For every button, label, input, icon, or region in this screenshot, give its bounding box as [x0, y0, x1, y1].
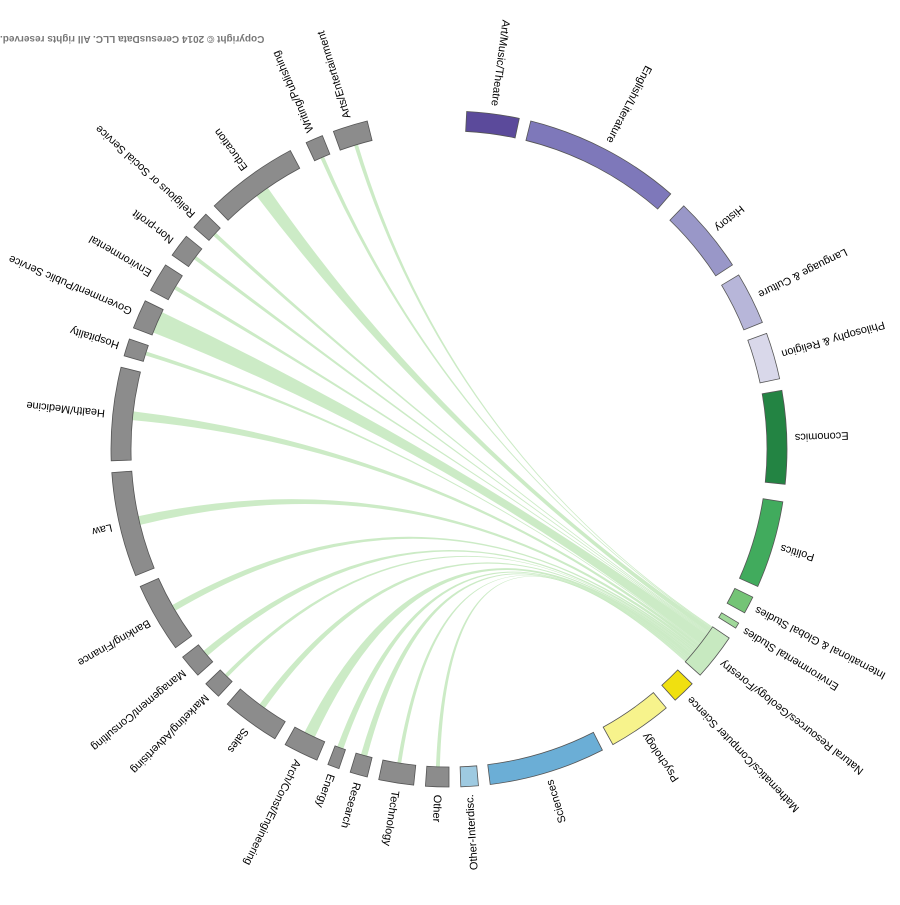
career-label-hospitality: Hospitality	[68, 324, 120, 351]
major-label-philosophy-religion: Philosophy & Religion	[780, 318, 886, 359]
career-segment-government-public-service[interactable]	[132, 300, 164, 336]
career-segment-banking-finance[interactable]	[139, 577, 193, 649]
career-segment-hospitality[interactable]	[123, 338, 149, 362]
career-segment-non-profit[interactable]	[171, 235, 203, 268]
career-segment-religious-or-social-service[interactable]	[193, 213, 221, 241]
major-label-other-interdisc: Other-Interdisc.	[464, 794, 481, 870]
career-label-non-profit: Non-profit	[130, 207, 176, 246]
ribbon-education	[256, 187, 712, 633]
career-segment-environmental[interactable]	[150, 264, 183, 301]
major-segment-english-literature[interactable]	[525, 120, 672, 210]
career-label-other: Other	[430, 795, 443, 823]
career-segment-marketing-advertising[interactable]	[205, 669, 233, 697]
major-segment-art-music-theatre[interactable]	[465, 111, 520, 139]
career-segment-energy[interactable]	[327, 745, 346, 770]
major-segment-history[interactable]	[669, 205, 734, 277]
major-segment-mathematics-computer-science[interactable]	[661, 669, 693, 701]
ribbon-sales	[259, 562, 693, 709]
career-segment-sales[interactable]	[226, 688, 286, 740]
ribbon-non-profit	[193, 256, 709, 634]
major-segment-environmental-studies[interactable]	[718, 612, 740, 629]
career-label-law: Law	[91, 521, 113, 537]
major-label-psychology: Psychology	[640, 730, 682, 784]
ribbons-layer	[132, 144, 713, 767]
major-label-history: History	[712, 203, 746, 234]
copyright-text: Copyright © 2014 CeresusData LLC. All ri…	[0, 33, 264, 44]
ribbon-marketing-advertising	[224, 555, 694, 678]
ribbon-management-consulting	[203, 549, 695, 656]
career-label-banking-finance: Banking/Finance	[75, 617, 152, 668]
career-label-religious-or-social-service: Religious or Social Service	[93, 122, 198, 219]
ribbon-arch-const-engineering	[304, 568, 692, 738]
career-label-energy: Energy	[313, 772, 336, 809]
career-segment-other[interactable]	[424, 765, 450, 788]
career-label-government-public-service: Government/Public Service	[7, 252, 134, 316]
ribbon-government-public-service	[153, 312, 708, 645]
major-segment-language-culture[interactable]	[721, 274, 763, 331]
major-segment-other-interdisc[interactable]	[459, 765, 479, 788]
career-label-technology: Technology	[380, 790, 401, 847]
career-label-environmental: Environmental	[87, 233, 154, 279]
career-label-arch-const-engineering: Arch/Const/Engineering	[241, 757, 303, 867]
career-segment-law[interactable]	[111, 470, 155, 577]
career-label-arts-entertainment: Arts/Entertainment	[315, 29, 353, 120]
career-label-education: Education	[212, 126, 250, 173]
major-segment-philosophy-religion[interactable]	[747, 332, 781, 384]
career-segment-technology[interactable]	[378, 759, 417, 786]
major-label-language-culture: Language & Culture	[756, 246, 849, 300]
career-label-research: Research	[338, 781, 362, 830]
career-segment-research[interactable]	[349, 752, 373, 778]
career-segment-arch-const-engineering[interactable]	[284, 726, 326, 761]
major-label-politics: Politics	[779, 541, 816, 563]
ribbon-arts-entertainment	[354, 144, 713, 628]
ribbon-law	[138, 499, 698, 650]
career-label-health-medicine: Health/Medicine	[26, 399, 106, 419]
career-segment-education[interactable]	[213, 150, 301, 221]
career-segment-writing-publishing[interactable]	[305, 135, 331, 162]
segments-layer	[110, 111, 788, 788]
career-segment-management-consulting[interactable]	[182, 644, 214, 676]
major-label-sciences: Sciences	[544, 778, 569, 825]
career-segment-arts-entertainment[interactable]	[332, 120, 373, 151]
career-label-sales: Sales	[224, 725, 250, 755]
career-segment-health-medicine[interactable]	[110, 366, 141, 462]
major-label-english-literature: English/Literature	[604, 63, 654, 144]
major-segment-international-global-studies[interactable]	[726, 587, 754, 614]
major-label-art-music-theatre: Art/Music/Theatre	[488, 19, 511, 107]
major-label-economics: Economics	[794, 429, 849, 443]
major-segment-natural-resources-geology-forestry[interactable]	[684, 626, 730, 676]
major-segment-economics[interactable]	[761, 389, 788, 485]
major-segment-politics[interactable]	[738, 498, 784, 588]
career-label-writing-publishing: Writing/Publishing	[270, 49, 316, 134]
major-segment-psychology[interactable]	[602, 692, 667, 746]
major-segment-sciences[interactable]	[487, 731, 603, 785]
